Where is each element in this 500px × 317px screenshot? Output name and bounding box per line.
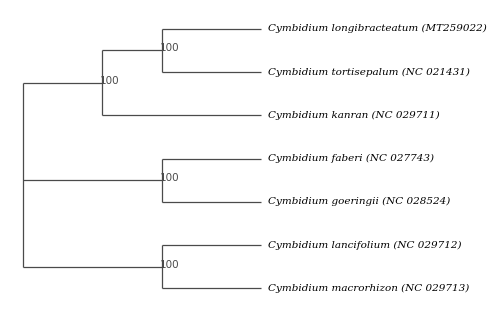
Text: Cymbidium lancifolium (NC 029712): Cymbidium lancifolium (NC 029712)	[268, 241, 462, 249]
Text: 100: 100	[160, 173, 179, 183]
Text: Cymbidium faberi (NC 027743): Cymbidium faberi (NC 027743)	[268, 154, 434, 163]
Text: Cymbidium longibracteatum (MT259022): Cymbidium longibracteatum (MT259022)	[268, 24, 486, 33]
Text: Cymbidium tortisepalum (NC 021431): Cymbidium tortisepalum (NC 021431)	[268, 68, 469, 76]
Text: 100: 100	[160, 43, 179, 53]
Text: Cymbidium kanran (NC 029711): Cymbidium kanran (NC 029711)	[268, 111, 440, 120]
Text: 100: 100	[100, 76, 119, 86]
Text: 100: 100	[160, 260, 179, 270]
Text: Cymbidium macrorhizon (NC 029713): Cymbidium macrorhizon (NC 029713)	[268, 284, 469, 293]
Text: Cymbidium goeringii (NC 028524): Cymbidium goeringii (NC 028524)	[268, 197, 450, 206]
